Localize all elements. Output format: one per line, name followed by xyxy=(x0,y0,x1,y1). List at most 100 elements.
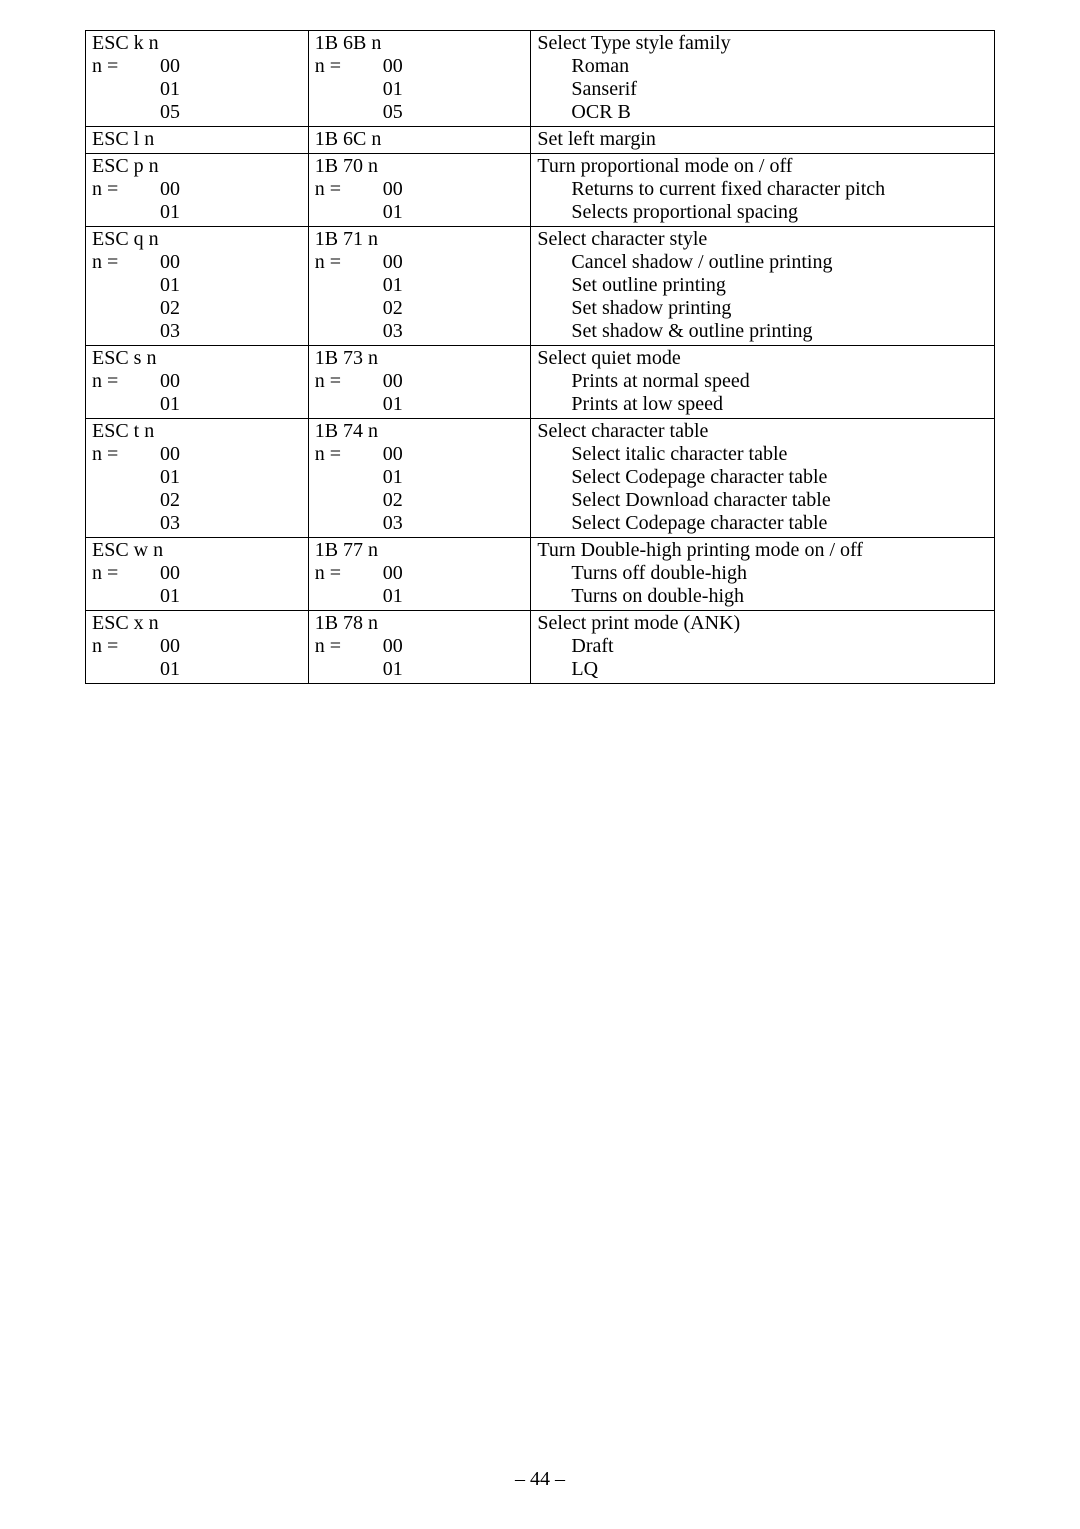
cmd-opt-val: 01 xyxy=(146,585,180,608)
cmd-opt-val: 02 xyxy=(146,489,180,512)
cmd-head: ESC x n xyxy=(92,612,159,635)
desc-cell: Select character tableSelect italic char… xyxy=(531,419,995,538)
cmd-opt-key xyxy=(92,489,146,512)
cmd-head: ESC w n xyxy=(92,539,163,562)
hex-opt-key: n = xyxy=(315,55,369,78)
cmd-opt-val: 05 xyxy=(146,101,180,124)
desc-cell: Select character styleCancel shadow / ou… xyxy=(531,227,995,346)
desc-head: Turn proportional mode on / off xyxy=(537,155,988,178)
hex-opt-key xyxy=(315,78,369,101)
desc-cell: Turn proportional mode on / offReturns t… xyxy=(531,154,995,227)
hex-cell: 1B 77 nn =0001 xyxy=(308,538,531,611)
hex-cell: 1B 6B nn =000105 xyxy=(308,31,531,127)
desc-opt: Select italic character table xyxy=(537,443,988,466)
cmd-opt-key: n = xyxy=(92,55,146,78)
hex-opt-key xyxy=(315,101,369,124)
hex-opt-key xyxy=(315,297,369,320)
hex-opt-key: n = xyxy=(315,370,369,393)
hex-opt-key xyxy=(315,585,369,608)
cmd-head: ESC p n xyxy=(92,155,159,178)
desc-opt: Sanserif xyxy=(537,78,988,101)
desc-opt: Set shadow printing xyxy=(537,297,988,320)
hex-opt-val: 00 xyxy=(369,562,403,585)
hex-head: 1B 70 n xyxy=(315,155,378,178)
hex-opt-val: 02 xyxy=(369,489,403,512)
desc-head: Set left margin xyxy=(537,128,988,151)
cmd-cell: ESC s nn =0001 xyxy=(86,346,309,419)
cmd-opt-key xyxy=(92,585,146,608)
cmd-opt-key xyxy=(92,78,146,101)
hex-cell: 1B 74 nn =00010203 xyxy=(308,419,531,538)
hex-opt-val: 01 xyxy=(369,466,403,489)
hex-opt-val: 00 xyxy=(369,443,403,466)
cmd-opt-val: 01 xyxy=(146,274,180,297)
cmd-opt-key xyxy=(92,512,146,535)
cmd-opt-val: 01 xyxy=(146,78,180,101)
cmd-opt-val: 00 xyxy=(146,370,180,393)
cmd-cell: ESC t nn =00010203 xyxy=(86,419,309,538)
desc-opt: Selects proportional spacing xyxy=(537,201,988,224)
hex-opt-val: 02 xyxy=(369,297,403,320)
hex-cell: 1B 70 nn =0001 xyxy=(308,154,531,227)
esc-commands-table: ESC k nn =0001051B 6B nn =000105Select T… xyxy=(85,30,995,684)
cmd-cell: ESC q nn =00010203 xyxy=(86,227,309,346)
cmd-head: ESC q n xyxy=(92,228,159,251)
cmd-opt-key xyxy=(92,320,146,343)
cmd-opt-key: n = xyxy=(92,370,146,393)
cmd-opt-val: 00 xyxy=(146,55,180,78)
cmd-opt-val: 01 xyxy=(146,466,180,489)
cmd-opt-key: n = xyxy=(92,443,146,466)
hex-opt-key: n = xyxy=(315,251,369,274)
hex-opt-key xyxy=(315,393,369,416)
cmd-head: ESC k n xyxy=(92,32,159,55)
desc-cell: Set left margin xyxy=(531,127,995,154)
hex-opt-val: 03 xyxy=(369,320,403,343)
cmd-opt-key xyxy=(92,101,146,124)
cmd-opt-val: 01 xyxy=(146,658,180,681)
cmd-opt-key xyxy=(92,201,146,224)
hex-opt-val: 00 xyxy=(369,251,403,274)
hex-head: 1B 77 n xyxy=(315,539,378,562)
desc-head: Select quiet mode xyxy=(537,347,988,370)
desc-head: Turn Double-high printing mode on / off xyxy=(537,539,988,562)
cmd-opt-key xyxy=(92,658,146,681)
table-row: ESC q nn =000102031B 71 nn =00010203Sele… xyxy=(86,227,995,346)
desc-cell: Turn Double-high printing mode on / offT… xyxy=(531,538,995,611)
cmd-opt-key xyxy=(92,297,146,320)
cmd-opt-val: 00 xyxy=(146,443,180,466)
hex-opt-val: 00 xyxy=(369,635,403,658)
hex-head: 1B 74 n xyxy=(315,420,378,443)
cmd-opt-key: n = xyxy=(92,635,146,658)
table-row: ESC p nn =00011B 70 nn =0001Turn proport… xyxy=(86,154,995,227)
hex-opt-val: 01 xyxy=(369,201,403,224)
hex-opt-key xyxy=(315,320,369,343)
cmd-cell: ESC x nn =0001 xyxy=(86,611,309,684)
hex-cell: 1B 73 nn =0001 xyxy=(308,346,531,419)
hex-opt-val: 00 xyxy=(369,55,403,78)
cmd-opt-val: 02 xyxy=(146,297,180,320)
hex-head: 1B 6C n xyxy=(315,128,382,151)
hex-opt-key xyxy=(315,489,369,512)
desc-opt: Prints at normal speed xyxy=(537,370,988,393)
desc-cell: Select quiet modePrints at normal speedP… xyxy=(531,346,995,419)
desc-head: Select print mode (ANK) xyxy=(537,612,988,635)
cmd-opt-val: 01 xyxy=(146,393,180,416)
hex-opt-key: n = xyxy=(315,562,369,585)
hex-opt-val: 00 xyxy=(369,370,403,393)
table-row: ESC l n1B 6C nSet left margin xyxy=(86,127,995,154)
hex-cell: 1B 6C n xyxy=(308,127,531,154)
hex-cell: 1B 71 nn =00010203 xyxy=(308,227,531,346)
hex-opt-key xyxy=(315,201,369,224)
cmd-opt-val: 00 xyxy=(146,178,180,201)
hex-opt-key: n = xyxy=(315,635,369,658)
hex-opt-val: 01 xyxy=(369,274,403,297)
desc-opt: Prints at low speed xyxy=(537,393,988,416)
cmd-opt-key xyxy=(92,393,146,416)
desc-head: Select Type style family xyxy=(537,32,988,55)
hex-head: 1B 78 n xyxy=(315,612,378,635)
cmd-opt-key: n = xyxy=(92,178,146,201)
desc-opt: Roman xyxy=(537,55,988,78)
desc-head: Select character table xyxy=(537,420,988,443)
desc-head: Select character style xyxy=(537,228,988,251)
hex-head: 1B 71 n xyxy=(315,228,378,251)
